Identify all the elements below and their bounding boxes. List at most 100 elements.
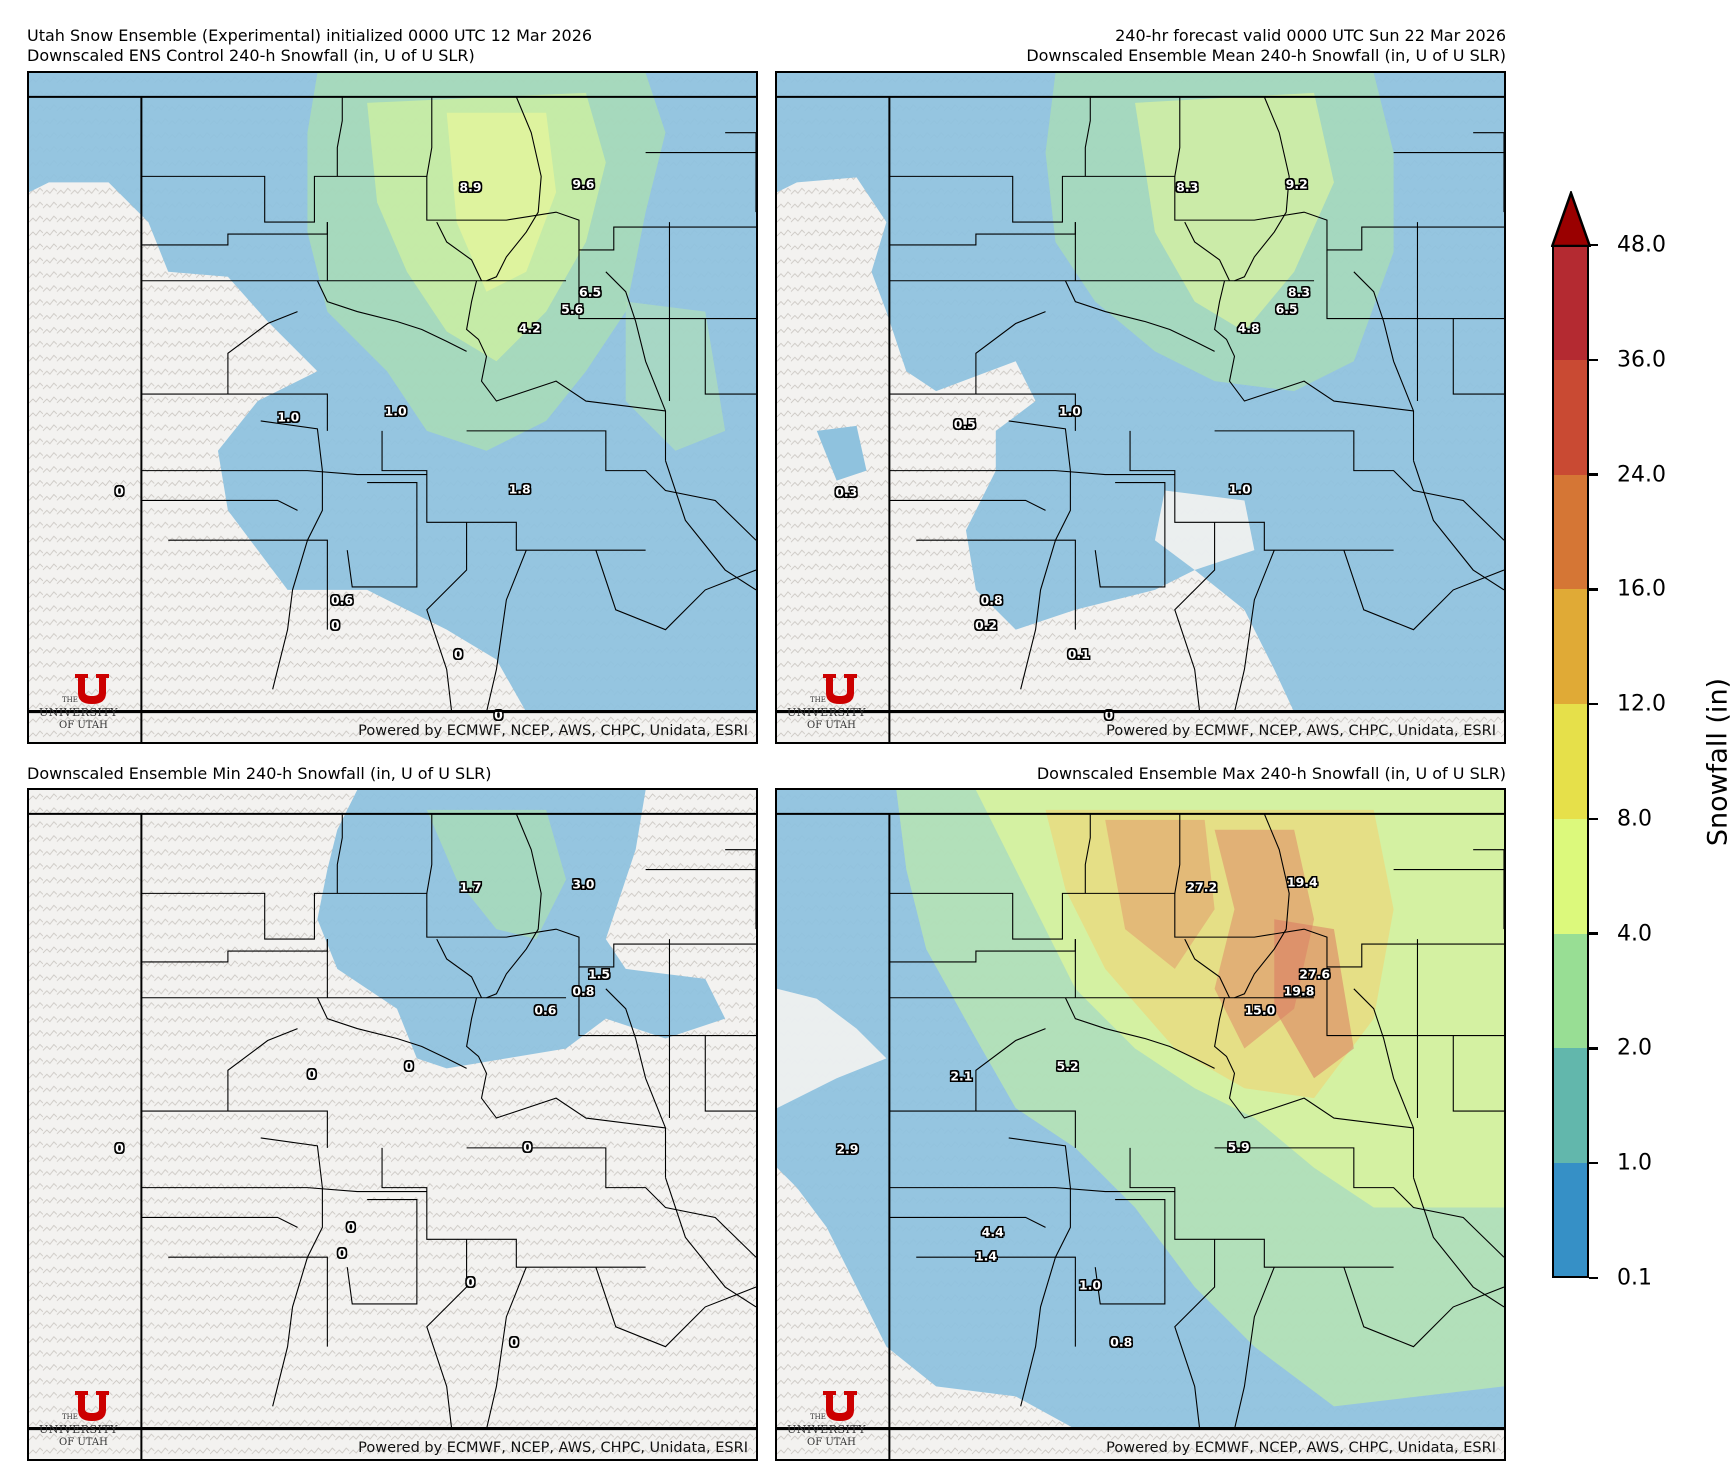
block-u-icon <box>75 674 109 704</box>
snowfall-value-label: 0 <box>404 1058 414 1074</box>
map-panel-ens-control: 8.9 9.6 6.5 5.6 4.2 1.0 1.0 1.8 0 0.6 0 0 0 Powered … <box>27 71 758 744</box>
colorbar-segment <box>1552 474 1589 590</box>
colorbar-tick <box>1589 358 1598 362</box>
snowfall-value-label: 1.0 <box>1058 403 1081 419</box>
map-panel-ensemble-min: 1.7 3.0 1.5 0.8 0.6 0 0 0 0 0 0 0 0 Powered by ECMWF… <box>27 788 758 1461</box>
snowfall-value-label: 0.6 <box>330 592 354 608</box>
colorbar-segment <box>1552 818 1589 934</box>
snowfall-value-label: 5.2 <box>1056 1058 1079 1074</box>
snowfall-value-label: 0 <box>466 1274 475 1290</box>
panel-title-mean: Downscaled Ensemble Mean 240-h Snowfall … <box>1026 46 1506 65</box>
colorbar-tick <box>1589 1161 1598 1165</box>
snowfall-value-label: 1.7 <box>459 879 482 895</box>
colorbar-segment <box>1552 245 1589 360</box>
snowfall-value-label: 19.4 <box>1286 874 1318 890</box>
colorbar <box>1552 245 1589 1278</box>
snowfall-value-label: 2.9 <box>836 1141 859 1157</box>
snowfall-value-label: 0.8 <box>980 592 1003 608</box>
snowfall-value-label: 8.3 <box>1287 284 1311 300</box>
colorbar-frame <box>1552 245 1589 1278</box>
snowfall-value-label: 0 <box>509 1334 519 1350</box>
snowfall-value-label: 1.4 <box>974 1248 998 1264</box>
block-u-icon <box>75 1391 109 1421</box>
snowfall-value-label: 4.2 <box>518 320 541 336</box>
colorbar-title: Snowfall (in) <box>1702 677 1734 847</box>
credit-band <box>777 710 1504 742</box>
data-credit: Powered by ECMWF, NCEP, AWS, CHPC, Unida… <box>1106 723 1496 739</box>
snowfall-value-label: 0 <box>330 617 340 633</box>
snowfall-value-label: 0 <box>1104 707 1114 723</box>
panel-title-min: Downscaled Ensemble Min 240-h Snowfall (… <box>27 764 492 783</box>
colorbar-tick <box>1589 702 1598 706</box>
map-panel-ensemble-mean: 8.3 9.2 8.3 6.5 4.8 0.5 1.0 1.0 0.3 0.8 0.2 0.1 0 Po… <box>775 71 1506 744</box>
snowfall-value-label: 1.8 <box>508 481 531 497</box>
snowfall-value-label: 0 <box>523 1139 532 1155</box>
colorbar-tick-label: 36.0 <box>1617 347 1666 373</box>
snowfall-value-label: 0 <box>307 1066 317 1082</box>
snowfall-value-label: 0.1 <box>1067 646 1090 662</box>
snowfall-value-label: 0 <box>453 646 463 662</box>
colorbar-segment <box>1552 933 1589 1049</box>
panel-title-max: Downscaled Ensemble Max 240-h Snowfall (… <box>1036 764 1506 783</box>
snowfall-value-label: 15.0 <box>1244 1002 1276 1018</box>
colorbar-tick <box>1589 243 1598 247</box>
university-of-utah-logo: THE UNIVERSITY OF UTAH <box>37 674 129 736</box>
snowfall-value-label: 3.0 <box>572 876 595 892</box>
snowfall-value-label: 27.2 <box>1186 879 1218 895</box>
colorbar-segment <box>1552 704 1589 819</box>
snowfall-value-label: 0 <box>115 1140 124 1156</box>
colorbar-tick <box>1589 1047 1598 1050</box>
snowfall-value-label: 6.5 <box>579 284 602 300</box>
snowfall-value-label: 0.3 <box>835 484 858 500</box>
colorbar-tick-label: 16.0 <box>1617 576 1666 602</box>
snowfall-value-label: 9.2 <box>1285 176 1308 192</box>
snowfall-value-label: 0 <box>494 707 503 723</box>
snowfall-value-label: 1.5 <box>587 966 611 982</box>
snowfall-map <box>777 790 1504 1459</box>
map-panel-ensemble-max: 27.2 19.4 27.6 19.8 15.0 2.1 5.2 5.9 2.9 4.4 1.4 1.… <box>775 788 1506 1461</box>
colorbar-tick-label: 0.1 <box>1617 1265 1652 1291</box>
snowfall-value-label: 0.8 <box>572 983 595 999</box>
block-u-icon <box>823 1391 857 1421</box>
colorbar-tick-label: 1.0 <box>1617 1150 1652 1176</box>
snowfall-value-label: 8.9 <box>459 179 482 195</box>
data-credit: Powered by ECMWF, NCEP, AWS, CHPC, Unida… <box>358 1440 748 1456</box>
block-u-icon <box>823 674 857 704</box>
snowfall-map <box>29 73 756 742</box>
university-of-utah-logo: THE UNIVERSITY OF UTAH <box>785 1391 877 1453</box>
colorbar-tick <box>1589 473 1598 476</box>
snowfall-value-label: 27.6 <box>1299 966 1331 982</box>
colorbar-tick <box>1589 932 1598 935</box>
colorbar-tick-label: 24.0 <box>1617 462 1666 488</box>
colorbar-segment <box>1552 589 1589 705</box>
colorbar-extend-arrow-icon <box>1551 191 1591 247</box>
snowfall-value-label: 0 <box>346 1219 356 1235</box>
snowfall-value-label: 0 <box>337 1245 347 1261</box>
snowfall-map <box>29 790 756 1459</box>
colorbar-segment <box>1552 359 1589 475</box>
snowfall-value-label: 5.9 <box>1227 1139 1250 1155</box>
snowfall-value-label: 1.0 <box>1078 1277 1102 1293</box>
snowfall-value-label: 4.8 <box>1237 320 1260 336</box>
snowfall-value-label: 0 <box>115 483 124 499</box>
snowfall-value-label: 9.6 <box>572 176 595 192</box>
colorbar-tick <box>1589 1276 1598 1280</box>
snowfall-value-label: 6.5 <box>1275 301 1298 317</box>
university-of-utah-logo: THE UNIVERSITY OF UTAH <box>37 1391 129 1453</box>
credit-band <box>29 1427 756 1459</box>
snowfall-value-label: 0.8 <box>1110 1334 1133 1350</box>
credit-band <box>777 1427 1504 1459</box>
credit-band <box>29 710 756 742</box>
colorbar-segment <box>1552 1163 1589 1278</box>
panel-title-control: Downscaled ENS Control 240-h Snowfall (i… <box>27 46 475 65</box>
colorbar-tick-label: 48.0 <box>1617 232 1666 258</box>
data-credit: Powered by ECMWF, NCEP, AWS, CHPC, Unida… <box>1106 1440 1496 1456</box>
snowfall-value-label: 19.8 <box>1283 983 1315 999</box>
data-credit: Powered by ECMWF, NCEP, AWS, CHPC, Unida… <box>358 723 748 739</box>
colorbar-tick-label: 4.0 <box>1617 921 1652 947</box>
snowfall-map <box>777 73 1504 742</box>
colorbar-tick-label: 2.0 <box>1617 1035 1652 1061</box>
snowfall-value-label: 8.3 <box>1176 179 1199 195</box>
colorbar-segment <box>1552 1048 1589 1164</box>
snowfall-value-label: 5.6 <box>561 301 584 317</box>
